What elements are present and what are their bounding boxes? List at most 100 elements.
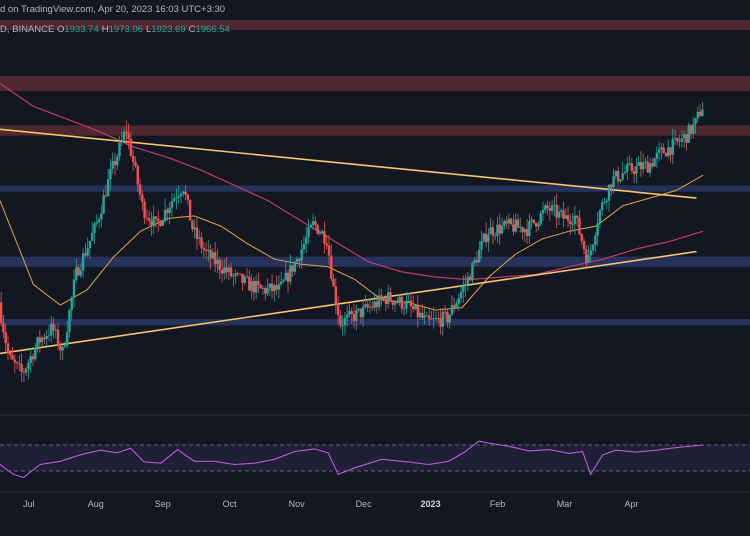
candle-body [384, 298, 388, 304]
candle-body [88, 240, 92, 249]
candle-body [648, 163, 652, 173]
candle-body [70, 297, 73, 311]
candle-body [234, 273, 237, 276]
ohlc-key: O [57, 24, 65, 35]
candle-body [601, 202, 604, 211]
candle-body [182, 191, 185, 194]
candle-body [619, 179, 622, 182]
candle-body [457, 298, 460, 304]
candle-body [54, 329, 57, 331]
candle-body [696, 111, 700, 119]
candle-body [40, 337, 44, 343]
candle-body [534, 223, 538, 227]
candle-body [45, 335, 48, 339]
candle-body [443, 311, 447, 313]
publish-caption: d on TradingView.com, Apr 20, 2023 16:03… [0, 4, 226, 15]
candle-body [311, 221, 315, 225]
candle-body [239, 273, 242, 275]
candle-body [52, 323, 55, 331]
candle-body [546, 205, 549, 208]
ohlc-value: 1923.69 [151, 24, 186, 35]
candle-body [254, 280, 258, 293]
ma-long-line [0, 83, 704, 281]
candle-body [200, 237, 203, 248]
candle-body [635, 165, 638, 174]
candle-body [373, 301, 376, 308]
candle-body [564, 215, 567, 219]
candle-body [225, 267, 228, 273]
candle-body [157, 218, 160, 222]
candle-body [36, 337, 39, 348]
candle-body [553, 204, 556, 206]
candle-body [651, 163, 654, 167]
candle-body [434, 317, 438, 319]
candle-body [364, 304, 367, 307]
candle-body [505, 221, 508, 224]
candle-body [29, 356, 32, 363]
supply-zone [0, 125, 750, 136]
candle-body [104, 195, 108, 197]
candle-body [59, 346, 62, 351]
candle-body [6, 343, 10, 353]
candle-body [109, 168, 112, 180]
candle-body [489, 227, 492, 235]
candle-body [537, 223, 540, 227]
candle-body [514, 219, 517, 232]
candle-body [655, 152, 659, 159]
candle-body [680, 138, 684, 142]
ohlc-value: 1973.06 [108, 24, 143, 35]
candle-body [630, 163, 634, 171]
trendline [0, 250, 697, 355]
candle-body [628, 163, 631, 165]
candle-body [421, 312, 424, 318]
candle-body [350, 311, 353, 314]
ohlc-key: C [188, 24, 196, 35]
candle-body [298, 258, 301, 261]
candle-body [528, 221, 531, 236]
candle-body [84, 253, 87, 256]
candle-body [496, 224, 499, 236]
candle-body [134, 161, 137, 166]
candle-body [198, 237, 201, 239]
candle-body [106, 179, 110, 197]
candle-body [289, 265, 292, 282]
candle-body [163, 209, 167, 222]
x-tick-label: Dec [356, 499, 373, 509]
candle-body [131, 155, 135, 162]
candle-body [371, 306, 374, 308]
candle-body [4, 332, 7, 344]
candle-body [27, 362, 30, 369]
candle-body [259, 284, 262, 289]
candle-body [307, 227, 310, 238]
candle-body [544, 205, 547, 210]
candle-body [685, 134, 688, 143]
candle-body [220, 269, 224, 274]
candle-body [664, 153, 668, 157]
candle-body [168, 207, 171, 214]
candle-body [227, 267, 231, 273]
candle-body [653, 158, 656, 167]
candle-body [15, 362, 19, 364]
candle-body [402, 308, 406, 310]
candle-body [471, 262, 474, 281]
candle-body [550, 205, 554, 211]
candle-body [598, 210, 602, 224]
candle-body [264, 288, 267, 294]
candle-body [612, 176, 615, 188]
support-zone [0, 185, 750, 192]
candle-body [207, 249, 210, 251]
candle-body [523, 229, 526, 233]
candle-body [512, 224, 515, 232]
candle-body [662, 147, 665, 154]
candle-body [284, 272, 287, 281]
x-tick-label: Jul [23, 499, 35, 509]
candle-body [616, 170, 620, 182]
candle-body [309, 224, 312, 228]
candle-body [56, 329, 60, 347]
candle-body [138, 184, 142, 195]
candle-body [589, 250, 593, 256]
support-zone [0, 256, 750, 267]
candle-body [13, 359, 16, 363]
candle-body [603, 202, 606, 203]
